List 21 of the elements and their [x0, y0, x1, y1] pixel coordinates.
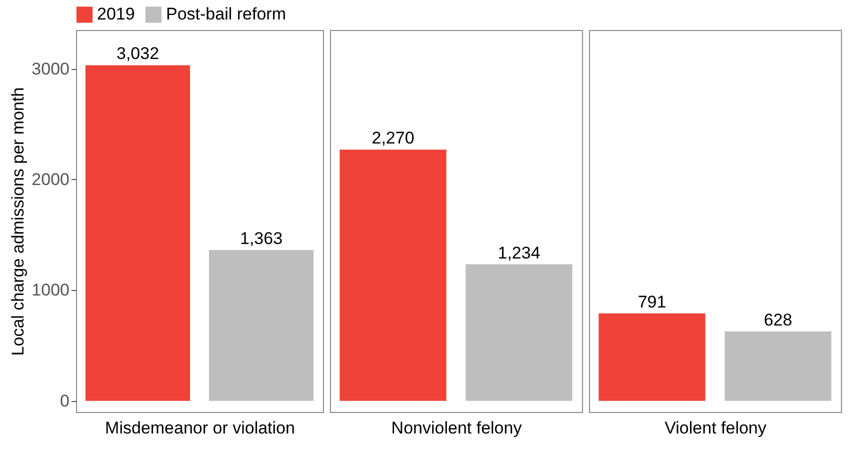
x-tick-label: Nonviolent felony	[391, 418, 522, 438]
y-tick-label: 1000	[32, 280, 70, 300]
y-tick-label: 0	[60, 391, 70, 410]
bar	[598, 313, 706, 401]
bar	[340, 150, 446, 401]
data-label: 3,032	[116, 44, 160, 64]
data-label: 1,234	[498, 243, 540, 262]
bar	[724, 331, 832, 401]
bar	[466, 264, 572, 401]
x-tick-label: Misdemeanor or violation	[105, 418, 295, 438]
data-label: 1,363	[240, 229, 283, 248]
data-label: 628	[764, 310, 792, 330]
legend-label: 2019	[97, 4, 135, 24]
data-label: 791	[638, 292, 666, 312]
bar	[208, 250, 314, 401]
y-tick-label: 3000	[32, 59, 70, 78]
y-axis-title: Local charge admissions per month	[8, 87, 28, 356]
data-label: 2,270	[372, 128, 414, 148]
x-tick-label: Violent felony	[664, 418, 767, 438]
y-tick-label: 2000	[32, 170, 70, 189]
legend-label: Post-bail reform	[166, 4, 286, 24]
